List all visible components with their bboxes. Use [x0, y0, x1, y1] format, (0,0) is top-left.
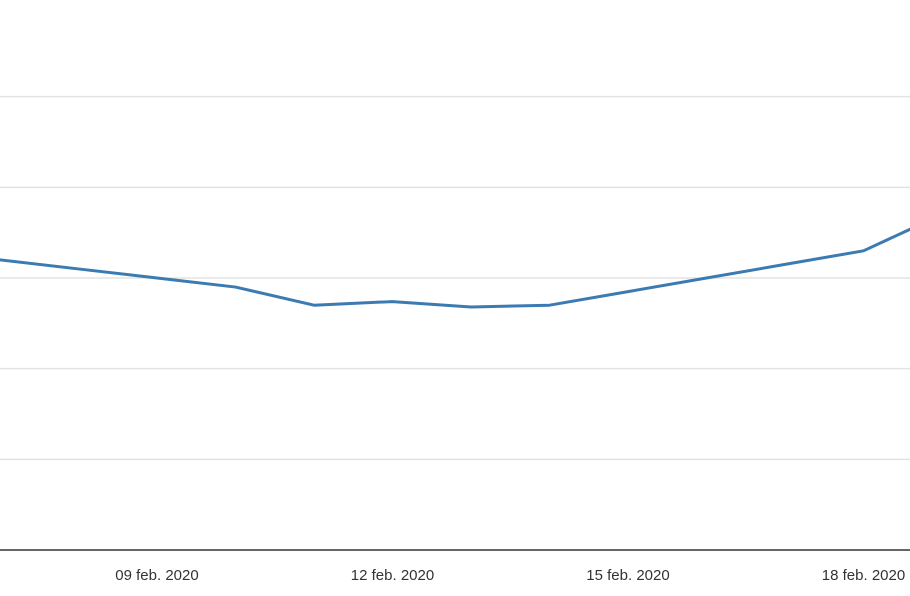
x-tick-label: 12 feb. 2020 [351, 567, 434, 584]
x-tick-label: 18 feb. 2020 [822, 567, 905, 584]
x-tick-label: 09 feb. 2020 [115, 567, 198, 584]
gridlines [0, 95, 910, 461]
x-tick-label: 15 feb. 2020 [586, 567, 669, 584]
x-axis-ticks: 09 feb. 2020 12 feb. 2020 15 feb. 2020 1… [115, 567, 905, 584]
series-line [0, 227, 910, 309]
